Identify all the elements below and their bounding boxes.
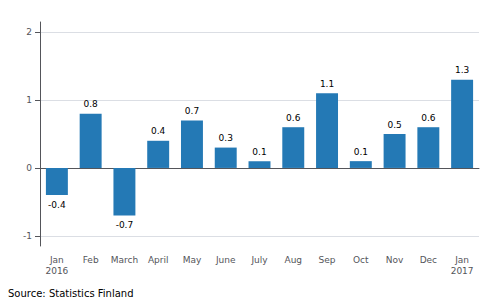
svg-text:0: 0	[26, 163, 32, 173]
svg-text:0.1: 0.1	[354, 147, 368, 157]
svg-text:0.6: 0.6	[286, 113, 301, 123]
svg-text:-1: -1	[23, 231, 32, 241]
svg-text:July: July	[250, 255, 268, 265]
svg-text:Oct: Oct	[353, 255, 369, 265]
svg-text:2: 2	[26, 27, 32, 37]
svg-text:Jan: Jan	[49, 255, 64, 265]
svg-text:Jan: Jan	[454, 255, 469, 265]
svg-text:0.5: 0.5	[387, 120, 401, 130]
svg-text:Feb: Feb	[83, 255, 99, 265]
svg-text:Dec: Dec	[420, 255, 437, 265]
svg-text:-0.7: -0.7	[116, 220, 134, 230]
svg-text:2016: 2016	[45, 266, 68, 276]
svg-text:1.1: 1.1	[320, 79, 334, 89]
svg-text:April: April	[148, 255, 169, 265]
svg-text:June: June	[215, 255, 236, 265]
svg-text:0.7: 0.7	[185, 106, 199, 116]
svg-text:2017: 2017	[451, 266, 474, 276]
svg-text:1.3: 1.3	[455, 65, 469, 75]
svg-text:0.4: 0.4	[151, 126, 166, 136]
svg-text:0.3: 0.3	[219, 133, 233, 143]
svg-text:Aug: Aug	[284, 255, 302, 265]
svg-text:Source: Statistics Finland: Source: Statistics Finland	[8, 288, 134, 299]
svg-text:0.1: 0.1	[252, 147, 266, 157]
svg-text:0.6: 0.6	[421, 113, 436, 123]
svg-text:March: March	[111, 255, 138, 265]
svg-text:0.8: 0.8	[83, 99, 98, 109]
svg-text:Nov: Nov	[386, 255, 404, 265]
svg-text:1: 1	[26, 95, 32, 105]
svg-text:May: May	[183, 255, 202, 265]
svg-text:Sep: Sep	[319, 255, 336, 265]
svg-text:-0.4: -0.4	[48, 200, 66, 210]
